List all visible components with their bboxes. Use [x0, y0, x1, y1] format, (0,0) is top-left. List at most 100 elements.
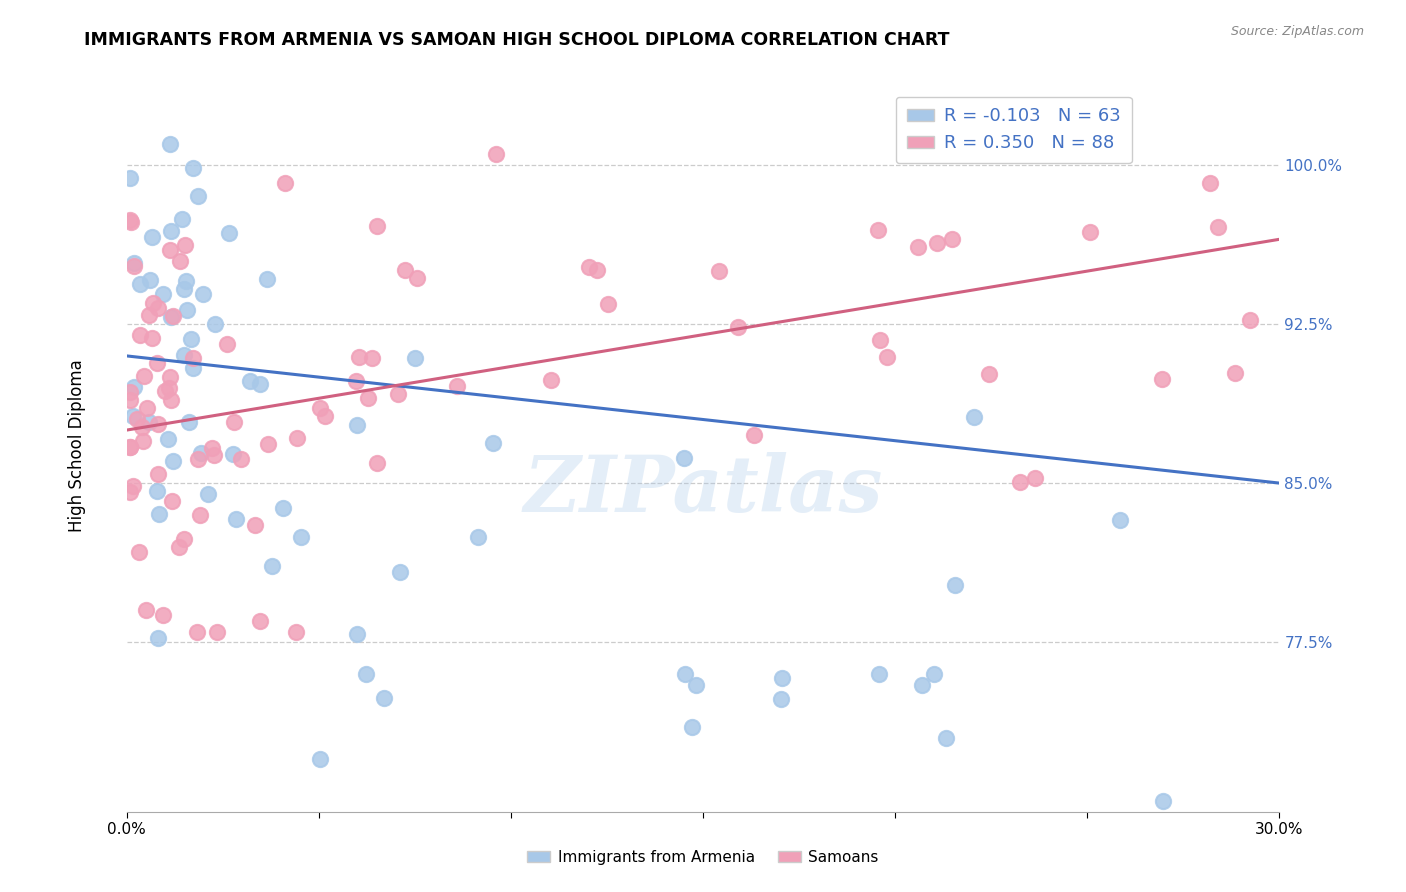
Point: [935, 731, 957, 745]
Point: [673, 667, 696, 681]
Point: [742, 428, 765, 442]
Point: [160, 392, 183, 407]
Text: High School Diploma: High School Diploma: [69, 359, 86, 533]
Point: [290, 530, 312, 544]
Point: [271, 500, 294, 515]
Point: [142, 296, 165, 310]
Point: [170, 212, 193, 227]
Point: [146, 467, 169, 481]
Point: [135, 603, 157, 617]
Point: [120, 213, 142, 227]
Point: [160, 310, 183, 324]
Point: [1024, 471, 1046, 485]
Point: [186, 624, 208, 639]
Point: [406, 270, 429, 285]
Point: [482, 435, 505, 450]
Point: [145, 483, 167, 498]
Point: [159, 244, 181, 258]
Point: [727, 320, 749, 334]
Point: [404, 351, 426, 365]
Point: [394, 262, 416, 277]
Point: [122, 409, 145, 424]
Point: [249, 615, 271, 629]
Point: [346, 417, 368, 432]
Point: [120, 170, 142, 185]
Text: ZIPatlas: ZIPatlas: [523, 451, 883, 528]
Point: [128, 545, 150, 559]
Point: [138, 308, 160, 322]
Point: [387, 387, 409, 401]
Point: [141, 331, 163, 345]
Point: [485, 147, 508, 161]
Point: [922, 667, 945, 681]
Point: [925, 236, 948, 251]
Point: [132, 368, 155, 383]
Point: [231, 452, 253, 467]
Point: [174, 274, 197, 288]
Point: [941, 232, 963, 246]
Point: [173, 282, 195, 296]
Point: [138, 272, 160, 286]
Point: [176, 302, 198, 317]
Point: [598, 297, 620, 311]
Point: [129, 277, 152, 291]
Point: [183, 351, 205, 365]
Point: [201, 441, 224, 455]
Point: [284, 624, 307, 639]
Point: [952, 116, 974, 130]
Point: [314, 409, 336, 424]
Point: [138, 415, 160, 429]
Point: [911, 677, 934, 691]
Point: [260, 559, 283, 574]
Legend: Immigrants from Armenia, Samoans: Immigrants from Armenia, Samoans: [522, 844, 884, 871]
Point: [146, 632, 169, 646]
Point: [907, 240, 929, 254]
Point: [769, 692, 792, 706]
Point: [256, 271, 278, 285]
Point: [1225, 367, 1247, 381]
Point: [152, 608, 174, 623]
Point: [180, 333, 202, 347]
Point: [174, 237, 197, 252]
Point: [274, 176, 297, 190]
Point: [129, 328, 152, 343]
Point: [309, 752, 332, 766]
Point: [1150, 372, 1173, 386]
Point: [467, 530, 489, 544]
Point: [943, 577, 966, 591]
Point: [148, 507, 170, 521]
Point: [249, 377, 271, 392]
Point: [869, 334, 891, 348]
Point: [120, 385, 142, 400]
Point: [540, 373, 562, 387]
Point: [160, 224, 183, 238]
Point: [167, 540, 190, 554]
Point: [218, 226, 240, 240]
Point: [1152, 794, 1174, 808]
Point: [181, 361, 204, 376]
Point: [157, 432, 180, 446]
Point: [586, 263, 609, 277]
Point: [672, 450, 695, 465]
Point: [146, 417, 169, 432]
Legend: R = -0.103   N = 63, R = 0.350   N = 88: R = -0.103 N = 63, R = 0.350 N = 88: [896, 96, 1132, 163]
Point: [979, 367, 1001, 381]
Point: [389, 565, 412, 579]
Point: [169, 253, 191, 268]
Point: [868, 667, 890, 681]
Text: IMMIGRANTS FROM ARMENIA VS SAMOAN HIGH SCHOOL DIPLOMA CORRELATION CHART: IMMIGRANTS FROM ARMENIA VS SAMOAN HIGH S…: [84, 31, 950, 49]
Point: [222, 415, 245, 429]
Point: [1078, 225, 1101, 239]
Point: [344, 374, 367, 388]
Point: [1239, 313, 1261, 327]
Point: [173, 532, 195, 546]
Point: [373, 691, 395, 706]
Point: [361, 351, 384, 366]
Point: [963, 410, 986, 425]
Point: [202, 448, 225, 462]
Point: [160, 494, 183, 508]
Point: [152, 287, 174, 301]
Point: [120, 440, 142, 454]
Point: [347, 351, 370, 365]
Point: [122, 255, 145, 269]
